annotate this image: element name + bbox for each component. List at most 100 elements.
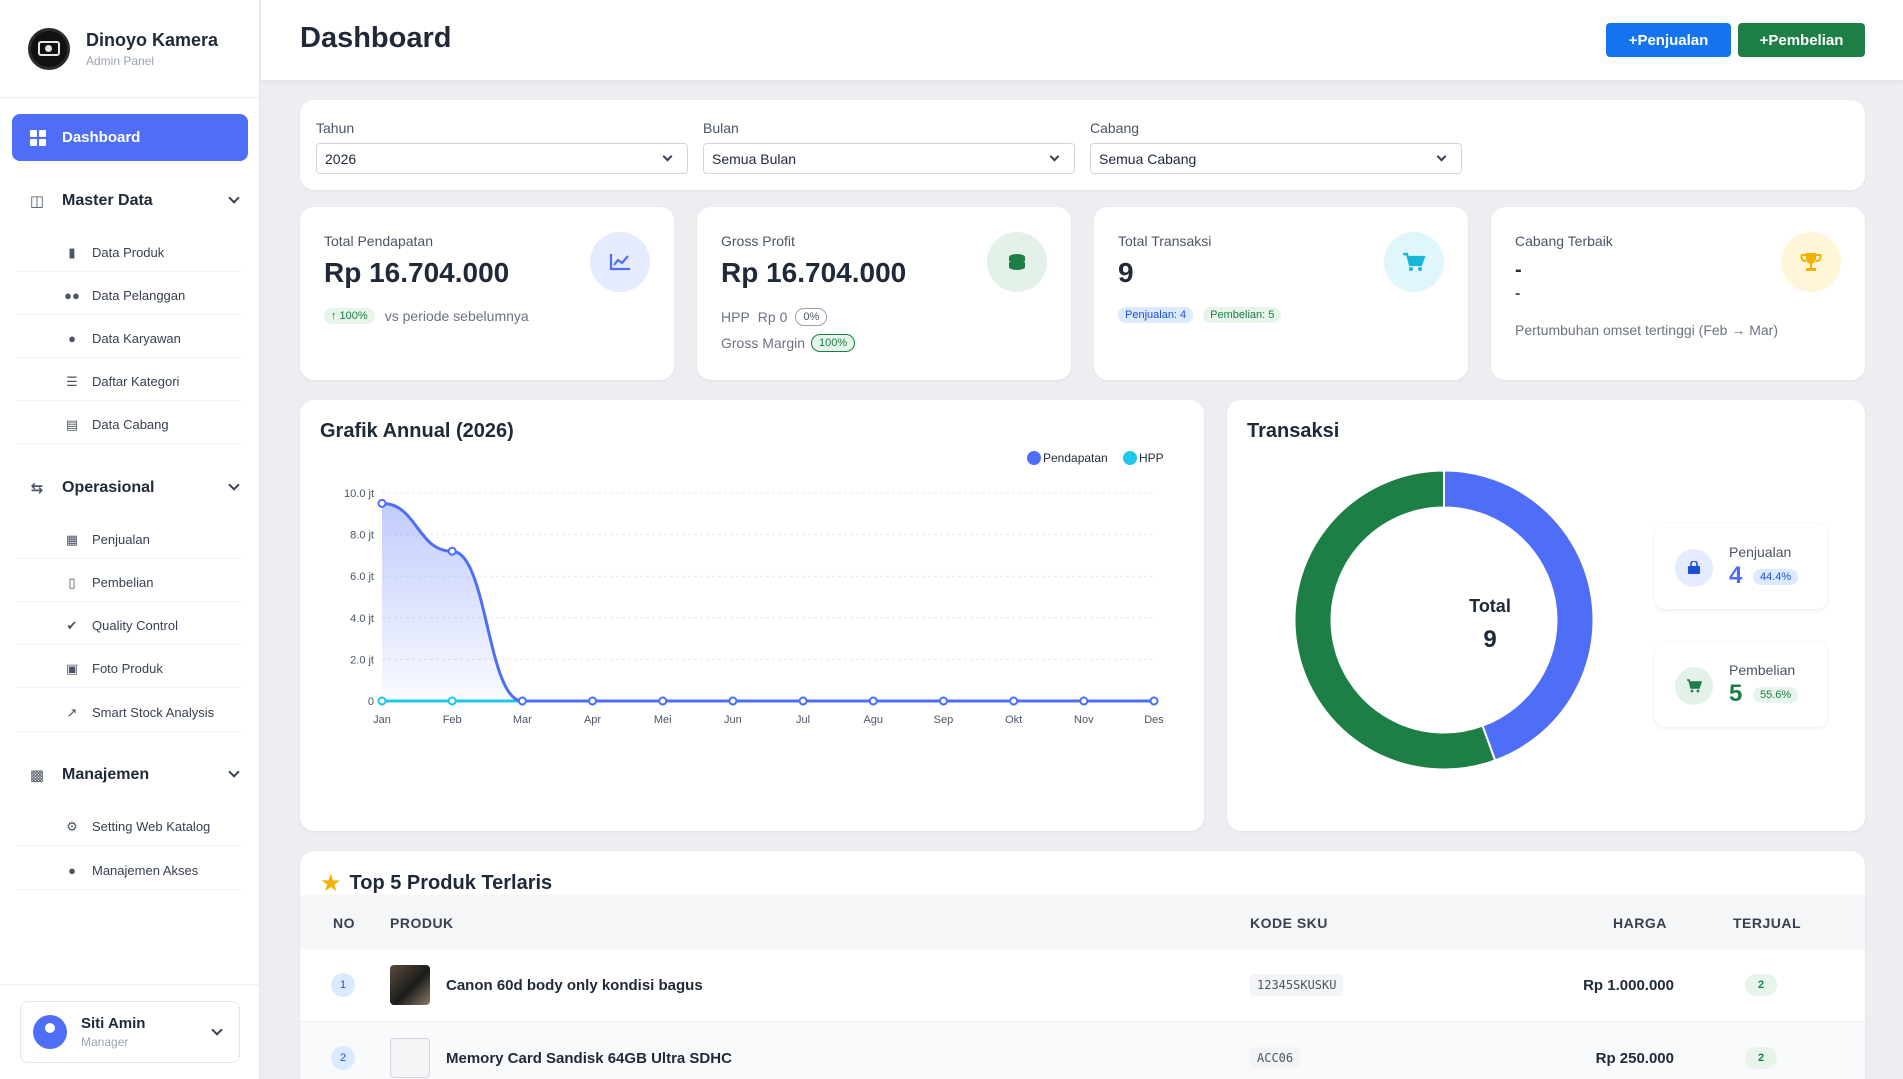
stat-value: Rp 16.704.000 [324,257,510,288]
stat-label: Total Pendapatan [324,233,433,249]
coins-icon [987,232,1047,292]
exchange-icon: ⇆ [30,480,44,497]
data-point-pendapatan [868,696,878,706]
sidebar-item-data-cabang[interactable]: ▤ Data Cabang [16,406,242,444]
filter-label: Tahun [316,120,355,136]
chart-line-icon [590,232,650,292]
summary-label: Penjualan [1729,544,1792,560]
sidebar-group-manajemen[interactable]: ▩ Manajemen [28,766,240,784]
cart-icon [1384,232,1444,292]
line-chart: 0 2.0 jt 4.0 jt 6.0 jt 8.0 jt 10.0 jt Jan Feb Ma… [344,488,1164,726]
chevron-down-icon [1049,151,1060,162]
table-row[interactable]: 2 Memory Card Sandisk 64GB Ultra SDHC AC… [300,1022,1865,1079]
chart-title: Transaksi [1247,420,1340,442]
sales-count-badge: Penjualan: 4 [1118,307,1194,323]
col-no: NO [333,915,355,931]
y-tick-label: 8.0 jt [350,530,374,542]
branch-select[interactable]: Semua Cabang [1090,143,1462,174]
product-thumbnail [390,1038,430,1078]
sidebar-item-daftar-kategori[interactable]: ☰ Daftar Kategori [16,363,242,401]
summary-value: 5 [1729,680,1743,707]
legend-swatch [1027,451,1041,465]
check-circle-icon: ✔ [66,617,78,633]
store-icon: ▤ [65,416,79,432]
summary-label: Pembelian [1729,662,1796,678]
brand-title: Dinoyo Kamera [86,29,219,50]
sidebar-group-operasional[interactable]: ⇆ Operasional [28,479,240,497]
data-point-pendapatan [447,546,457,556]
hpp-label: HPP [721,309,750,325]
hpp-pct-badge: 0% [795,308,828,326]
growth-badge: ↑ 100% [324,308,375,324]
x-tick-label: Jun [724,714,742,726]
brand-subtitle: Admin Panel [86,53,155,68]
summary-card-pembelian: Pembelian 5 55.6% [1655,642,1827,727]
sidebar-item-manajemen-akses[interactable]: ● Manajemen Akses [16,852,242,890]
y-tick-label: 10.0 jt [344,488,374,500]
avatar [33,1015,67,1049]
user-menu[interactable]: Siti Amin Manager [20,1001,240,1063]
product-price: Rp 250.000 [1595,1050,1674,1067]
stat-card-transactions: Total Transaksi 9 Penjualan: 4 Pembelian… [1094,207,1468,380]
row-number: 2 [331,1046,355,1070]
bag-icon: ▯ [68,574,76,590]
sidebar-item-dashboard[interactable]: Dashboard [12,114,248,161]
y-tick-label: 6.0 jt [350,571,374,583]
page-title: Dashboard [300,22,452,54]
donut-slice-pembelian[interactable] [1293,469,1497,771]
stat-card-gross-profit: Gross Profit Rp 16.704.000 HPP Rp 0 0% G… [697,207,1071,380]
chevron-down-icon [228,192,240,204]
stat-label: Cabang Terbaik [1515,233,1613,249]
summary-pct: 55.6% [1753,687,1799,703]
donut-slice-penjualan[interactable] [1443,469,1595,762]
chevron-down-icon [228,766,240,778]
legend-item-pendapatan[interactable]: Pendapatan [1027,451,1108,465]
data-point-pendapatan [377,498,387,508]
chevron-down-icon [1436,151,1447,162]
sidebar-group-master-data[interactable]: ◫ Master Data [28,192,240,210]
gear-icon: ⚙ [66,818,78,834]
table-row[interactable]: 1 Canon 60d body only kondisi bagus 1234… [300,949,1865,1022]
summary-pct: 44.4% [1753,569,1799,585]
stat-value: 9 [1118,257,1134,288]
user-role: Manager [81,1035,129,1049]
sidebar-item-pembelian[interactable]: ▯ Pembelian [16,564,242,602]
add-purchase-button[interactable]: +Pembelian [1738,23,1865,57]
data-point-hpp [377,696,387,706]
transaction-chart-card: Transaksi Total 9 Penjualan 4 44.4% Pemb… [1227,400,1865,831]
table-title: ★ Top 5 Produk Terlaris [320,870,553,897]
margin-pct-badge: 100% [811,334,856,352]
series-line-pendapatan [381,501,1154,703]
add-sales-button[interactable]: +Penjualan [1606,23,1731,57]
sidebar-item-data-pelanggan[interactable]: ●● Data Pelanggan [16,277,242,315]
col-sku: KODE SKU [1250,915,1328,931]
data-point-pendapatan [728,696,738,706]
filter-label: Cabang [1090,120,1140,136]
col-product: PRODUK [390,915,454,931]
annual-chart-card: Grafik Annual (2026) Pendapatan HPP 0 2.0… [300,400,1204,831]
best-branch-note: Pertumbuhan omset tertinggi (Feb → Mar) [1515,322,1778,338]
sidebar-item-foto-produk[interactable]: ▣ Foto Produk [16,650,242,688]
x-tick-label: Mar [513,714,532,726]
x-tick-label: Agu [863,714,883,726]
year-select[interactable]: 2026 [316,143,688,174]
legend-item-hpp[interactable]: HPP [1123,451,1164,465]
sidebar-item-data-produk[interactable]: ▮ Data Produk [16,234,242,272]
sidebar-item-quality-control[interactable]: ✔ Quality Control [16,607,242,645]
bag-icon [1675,549,1713,587]
sidebar-item-smart-stock-analysis[interactable]: ↗ Smart Stock Analysis [16,694,242,732]
sidebar-item-data-karyawan[interactable]: ● Data Karyawan [16,320,242,358]
sidebar-item-setting-web-katalog[interactable]: ⚙ Setting Web Katalog [16,808,242,846]
top-products-card: ★ Top 5 Produk Terlaris NO PRODUK KODE S… [300,851,1865,1079]
x-tick-label: Apr [584,714,601,726]
table-header: NO PRODUK KODE SKU HARGA TERJUAL [300,895,1865,949]
product-thumbnail [390,965,430,1005]
product-sku: 12345SKUSKU [1250,974,1344,996]
chevron-down-icon [211,1024,223,1036]
sidebar-item-penjualan[interactable]: ▦ Penjualan [16,521,242,559]
image-icon: ▣ [65,660,79,676]
briefcase-icon: ▩ [29,767,45,784]
data-point-pendapatan [798,696,808,706]
month-select[interactable]: Semua Bulan [703,143,1075,174]
x-tick-label: Des [1144,714,1164,726]
